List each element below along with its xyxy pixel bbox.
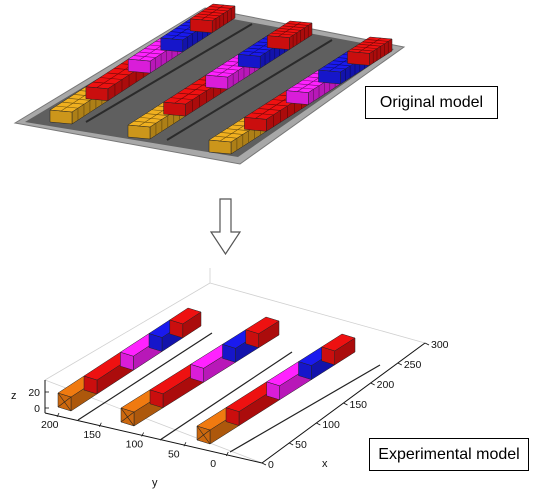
x-tick-mark [261,462,267,466]
x-tick-label: 100 [322,419,340,431]
z-tick-label: 0 [34,403,40,415]
y-tick-mark [56,412,60,418]
y-tick-mark [98,422,102,427]
y-tick-label: 50 [168,448,180,460]
z-axis-title: z [11,390,17,402]
arrow-down-icon [209,198,242,256]
y-tick-label: 0 [210,458,216,470]
original-container-row [127,20,313,140]
original-red-block [266,20,313,51]
original-red-block [346,36,393,66]
x-tick-mark [316,422,321,426]
original-container-row [208,36,393,155]
x-tick-mark [288,442,294,446]
y-tick-mark [225,451,229,457]
lane-line [166,39,333,141]
x-tick-label: 200 [377,379,395,391]
experimental-container-row [57,307,202,412]
original-red-block [189,3,236,34]
original-container-row [49,3,236,125]
experimental-model-label: Experimental model [369,438,529,471]
x-tick-mark [343,402,348,406]
experimental-red-block [169,307,202,339]
y-tick-label: 150 [83,429,101,441]
y-axis-title: y [152,477,158,489]
y-tick-label: 100 [126,439,144,451]
experimental-container-row [196,333,356,445]
experimental-red-block [245,316,280,349]
x-tick-mark [424,342,430,346]
lane-line [77,332,213,421]
x-tick-mark [397,362,403,366]
original-model [13,3,406,165]
y-tick-mark [141,432,144,437]
lane-line [229,364,381,453]
x-tick-label: 0 [268,459,274,471]
lane-line [159,351,293,441]
experimental-red-block [321,333,356,366]
x-tick-mark [370,382,375,386]
z-tick-label: 20 [28,387,40,399]
experimental-container-row [120,316,280,427]
lane-line [85,23,253,123]
y-axis-line [44,412,263,464]
x-tick-label: 300 [431,339,449,351]
x-tick-label: 50 [295,439,307,451]
x-tick-label: 250 [404,359,422,371]
x-tick-label: 150 [350,399,368,411]
y-tick-mark [183,442,187,447]
x-axis-title: x [322,458,328,470]
original-model-label: Original model [365,86,498,119]
y-tick-label: 200 [41,419,59,431]
